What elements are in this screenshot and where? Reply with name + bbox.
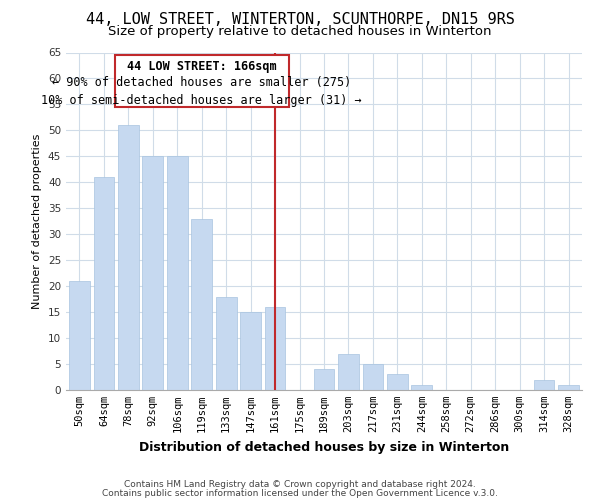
Bar: [69, 281, 90, 390]
FancyBboxPatch shape: [115, 55, 289, 107]
Bar: [142, 156, 163, 390]
Bar: [216, 296, 236, 390]
Bar: [167, 156, 188, 390]
Text: ← 90% of detached houses are smaller (275): ← 90% of detached houses are smaller (27…: [52, 76, 352, 89]
Bar: [387, 374, 408, 390]
Bar: [362, 364, 383, 390]
Text: 44 LOW STREET: 166sqm: 44 LOW STREET: 166sqm: [127, 60, 277, 74]
Bar: [240, 312, 261, 390]
Bar: [558, 385, 579, 390]
Bar: [314, 369, 334, 390]
Bar: [265, 307, 286, 390]
Bar: [118, 125, 139, 390]
Y-axis label: Number of detached properties: Number of detached properties: [32, 134, 43, 309]
Bar: [534, 380, 554, 390]
Text: Contains public sector information licensed under the Open Government Licence v.: Contains public sector information licen…: [102, 488, 498, 498]
Text: Size of property relative to detached houses in Winterton: Size of property relative to detached ho…: [108, 25, 492, 38]
Bar: [338, 354, 359, 390]
Bar: [412, 385, 432, 390]
Bar: [94, 177, 114, 390]
Text: 10% of semi-detached houses are larger (31) →: 10% of semi-detached houses are larger (…: [41, 94, 362, 107]
Bar: [191, 218, 212, 390]
Text: Contains HM Land Registry data © Crown copyright and database right 2024.: Contains HM Land Registry data © Crown c…: [124, 480, 476, 489]
Text: 44, LOW STREET, WINTERTON, SCUNTHORPE, DN15 9RS: 44, LOW STREET, WINTERTON, SCUNTHORPE, D…: [86, 12, 514, 28]
X-axis label: Distribution of detached houses by size in Winterton: Distribution of detached houses by size …: [139, 440, 509, 454]
